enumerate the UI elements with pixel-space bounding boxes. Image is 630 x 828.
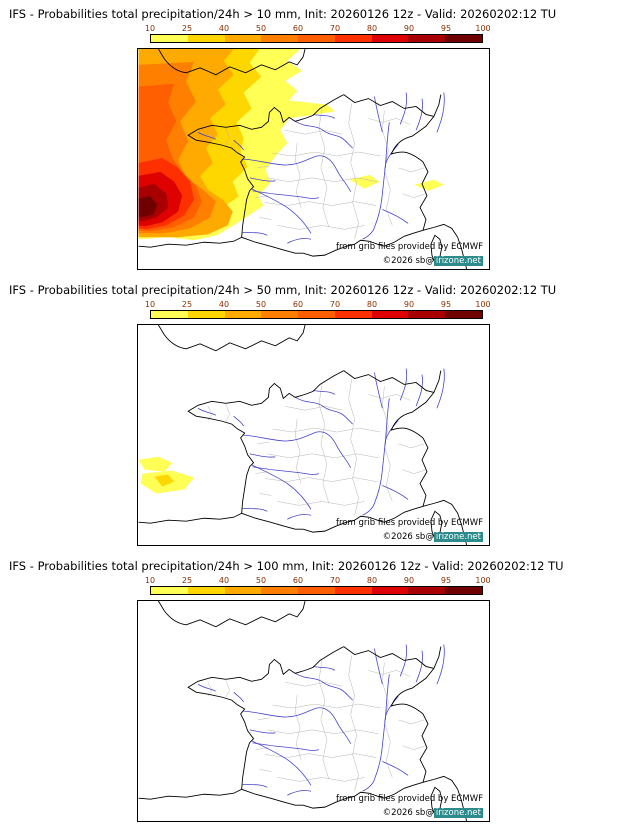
data-credit: from grib files provided by ECMWF bbox=[336, 794, 483, 804]
colorbar-tick-label: 90 bbox=[403, 576, 415, 585]
colorbar-tick-label: 50 bbox=[255, 24, 267, 33]
copyright-prefix: ©2026 sb@ bbox=[382, 808, 434, 818]
probability-colorbar: 10 25 40 50 60 70 80 90 95 100 bbox=[145, 300, 491, 319]
colorbar-tick-label: 40 bbox=[218, 24, 230, 33]
colorbar-segment bbox=[151, 311, 188, 318]
colorbar-tick-label: 60 bbox=[292, 24, 304, 33]
colorbar-tick-label: 60 bbox=[292, 576, 304, 585]
colorbar-tick-label: 60 bbox=[292, 300, 304, 309]
france-map-svg bbox=[138, 601, 468, 821]
colorbar-tick-label: 10 bbox=[144, 24, 156, 33]
colorbar-tick-labels: 10 25 40 50 60 70 80 90 95 100 bbox=[145, 576, 491, 585]
colorbar-segment bbox=[298, 587, 335, 594]
probability-colorbar: 10 25 40 50 60 70 80 90 95 100 bbox=[145, 576, 491, 595]
colorbar-segment bbox=[371, 35, 409, 42]
colorbar-segment bbox=[224, 35, 262, 42]
panel-precip-gt-50mm: IFS - Probabilities total precipitation/… bbox=[0, 276, 630, 552]
map-precip-gt-100mm: from grib files provided by ECMWF ©2026 … bbox=[137, 600, 490, 822]
colorbar-segment bbox=[408, 587, 446, 594]
colorbar-tick-labels: 10 25 40 50 60 70 80 90 95 100 bbox=[145, 24, 491, 33]
colorbar-segment bbox=[334, 311, 372, 318]
colorbar-segment bbox=[445, 311, 483, 318]
colorbar-segment bbox=[187, 587, 225, 594]
data-credit: from grib files provided by ECMWF bbox=[336, 242, 483, 252]
colorbar-tick-label: 40 bbox=[218, 300, 230, 309]
colorbar-tick-label: 80 bbox=[366, 24, 378, 33]
precip-probability-overlay bbox=[138, 49, 444, 241]
colorbar-tick-label: 100 bbox=[475, 300, 491, 309]
colorbar-segment bbox=[298, 311, 335, 318]
colorbar-bar bbox=[150, 586, 483, 595]
colorbar-segment bbox=[408, 311, 446, 318]
colorbar-segment bbox=[371, 311, 409, 318]
france-map-svg bbox=[138, 325, 468, 545]
colorbar-tick-label: 95 bbox=[440, 24, 452, 33]
colorbar-segment bbox=[187, 311, 225, 318]
panel-precip-gt-100mm: IFS - Probabilities total precipitation/… bbox=[0, 552, 630, 828]
copyright-prefix: ©2026 sb@ bbox=[382, 256, 434, 266]
precip-probability-region-25 bbox=[154, 474, 175, 487]
colorbar-tick-label: 90 bbox=[403, 24, 415, 33]
copyright: ©2026 sb@ irizone.net bbox=[383, 256, 483, 266]
copyright: ©2026 sb@ irizone.net bbox=[383, 532, 483, 542]
copyright: ©2026 sb@ irizone.net bbox=[383, 808, 483, 818]
colorbar-segment bbox=[224, 587, 262, 594]
colorbar-segment bbox=[408, 35, 446, 42]
colorbar-tick-label: 25 bbox=[181, 24, 193, 33]
colorbar-tick-label: 100 bbox=[475, 576, 491, 585]
colorbar-tick-label: 95 bbox=[440, 576, 452, 585]
map-precip-gt-50mm: from grib files provided by ECMWF ©2026 … bbox=[137, 324, 490, 546]
colorbar-segment bbox=[445, 587, 483, 594]
colorbar-segment bbox=[334, 35, 372, 42]
colorbar-segment bbox=[224, 311, 262, 318]
colorbar-tick-label: 70 bbox=[329, 576, 341, 585]
colorbar-tick-label: 50 bbox=[255, 576, 267, 585]
colorbar-bar bbox=[150, 34, 483, 43]
colorbar-segment bbox=[151, 587, 188, 594]
colorbar-tick-label: 70 bbox=[329, 300, 341, 309]
probability-colorbar: 10 25 40 50 60 70 80 90 95 100 bbox=[145, 24, 491, 43]
panel-title: IFS - Probabilities total precipitation/… bbox=[9, 559, 564, 573]
colorbar-tick-label: 95 bbox=[440, 300, 452, 309]
colorbar-tick-label: 10 bbox=[144, 300, 156, 309]
precip-probability-region-10 bbox=[349, 174, 380, 189]
colorbar-tick-label: 100 bbox=[475, 24, 491, 33]
colorbar-tick-labels: 10 25 40 50 60 70 80 90 95 100 bbox=[145, 300, 491, 309]
precip-probability-region-10 bbox=[138, 456, 173, 472]
france-map-svg bbox=[138, 49, 468, 269]
colorbar-segment bbox=[151, 35, 188, 42]
colorbar-tick-label: 90 bbox=[403, 300, 415, 309]
data-credit: from grib files provided by ECMWF bbox=[336, 518, 483, 528]
precip-probability-region-95 bbox=[138, 195, 158, 218]
copyright-domain-link[interactable]: irizone.net bbox=[433, 532, 483, 542]
colorbar-segment bbox=[261, 35, 299, 42]
colorbar-tick-label: 25 bbox=[181, 576, 193, 585]
colorbar-segment bbox=[261, 311, 299, 318]
copyright-domain-link[interactable]: irizone.net bbox=[433, 808, 483, 818]
panel-title: IFS - Probabilities total precipitation/… bbox=[9, 283, 557, 297]
colorbar-segment bbox=[445, 35, 483, 42]
colorbar-tick-label: 25 bbox=[181, 300, 193, 309]
colorbar-tick-label: 70 bbox=[329, 24, 341, 33]
colorbar-tick-label: 40 bbox=[218, 576, 230, 585]
colorbar-segment bbox=[187, 35, 225, 42]
panel-precip-gt-10mm: IFS - Probabilities total precipitation/… bbox=[0, 0, 630, 276]
map-precip-gt-10mm: from grib files provided by ECMWF ©2026 … bbox=[137, 48, 490, 270]
colorbar-segment bbox=[371, 587, 409, 594]
precip-probability-region-10 bbox=[414, 179, 444, 191]
colorbar-tick-label: 80 bbox=[366, 300, 378, 309]
precip-probability-overlay bbox=[138, 456, 195, 494]
colorbar-segment bbox=[261, 587, 299, 594]
colorbar-tick-label: 10 bbox=[144, 576, 156, 585]
colorbar-segment bbox=[334, 587, 372, 594]
colorbar-segment bbox=[298, 35, 335, 42]
copyright-prefix: ©2026 sb@ bbox=[382, 532, 434, 542]
colorbar-tick-label: 50 bbox=[255, 300, 267, 309]
panel-title: IFS - Probabilities total precipitation/… bbox=[9, 7, 557, 21]
colorbar-tick-label: 80 bbox=[366, 576, 378, 585]
copyright-domain-link[interactable]: irizone.net bbox=[433, 256, 483, 266]
colorbar-bar bbox=[150, 310, 483, 319]
